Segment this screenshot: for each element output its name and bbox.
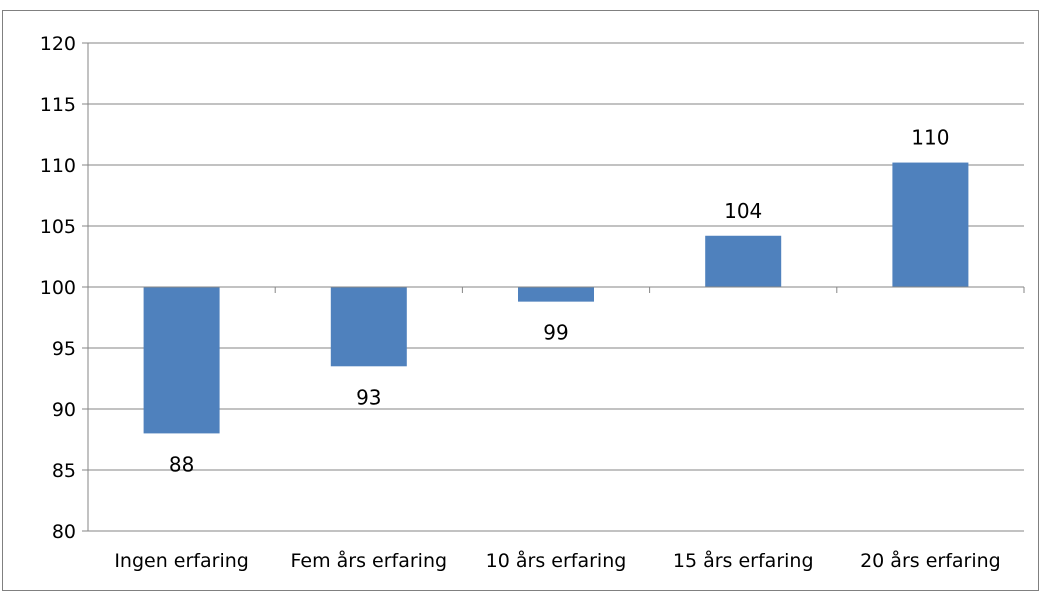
gridlines [88,42,1024,471]
y-tick-label: 120 [40,33,76,55]
category-label-3: 10 års erfaring [486,549,627,572]
category-label-1: Ingen erfaring [114,550,249,572]
bars [143,162,969,434]
data-label-4: 104 [724,199,762,223]
category-label-2: Fem års erfaring [291,549,448,572]
data-labels: 88 93 99 104 110 [169,126,950,477]
y-tick-label: 115 [40,94,76,116]
x-axis: Ingen erfaring Fem års erfaring 10 års erf… [87,286,1025,572]
y-tick-label: 105 [40,216,76,238]
y-tick-label: 85 [52,460,76,482]
bar-1 [143,287,220,434]
y-tick-label: 80 [52,521,76,543]
data-label-3: 99 [543,321,568,345]
category-label-5: 20 års erfaring [860,549,1001,572]
y-tick-label: 110 [40,155,76,177]
y-tick-label: 100 [40,277,76,299]
data-label-5: 110 [911,126,949,150]
category-label-4: 15 års erfaring [673,549,814,572]
y-axis: 80 85 90 95 100 105 110 115 120 [40,33,89,543]
bar-4 [705,235,782,287]
bar-3 [518,287,594,302]
bar-2 [330,287,407,367]
data-label-1: 88 [169,452,194,476]
y-tick-label: 90 [52,399,76,421]
bar-5 [892,162,969,287]
y-tick-label: 95 [52,338,76,360]
data-label-2: 93 [356,385,381,409]
